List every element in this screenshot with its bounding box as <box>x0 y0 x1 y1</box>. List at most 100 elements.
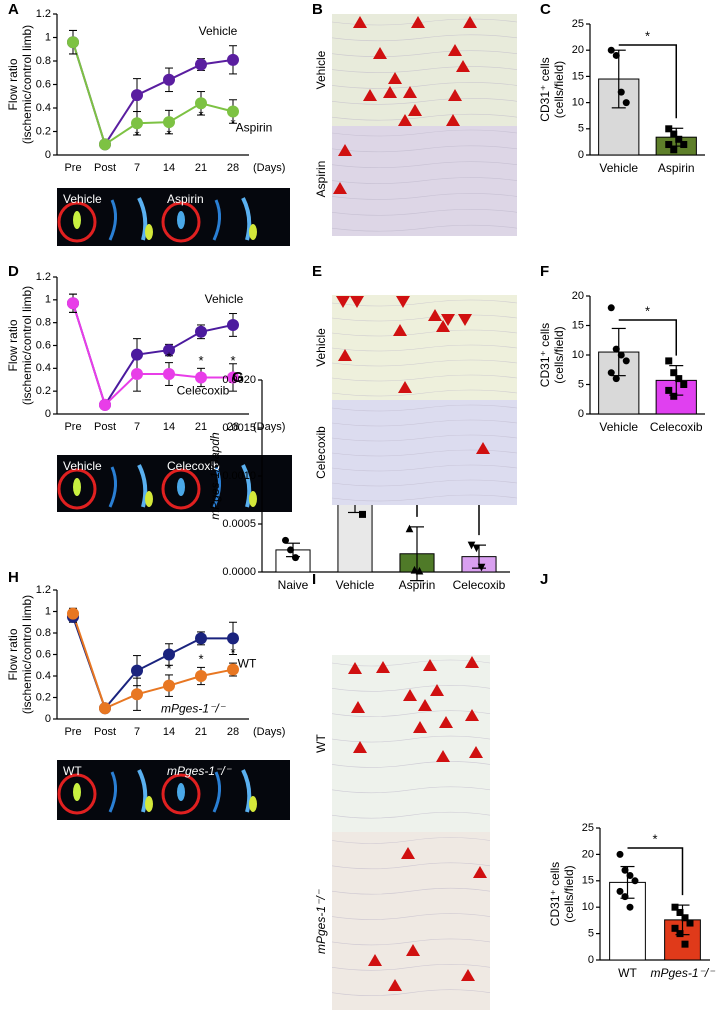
tissue-texture <box>331 735 491 743</box>
data-point <box>163 344 175 357</box>
data-point <box>607 46 615 54</box>
data-point <box>670 392 678 400</box>
doppler-vessel <box>241 769 252 813</box>
panel-letter: B <box>312 1 323 18</box>
data-point <box>410 565 419 574</box>
tissue-texture <box>331 887 491 895</box>
doppler-circle <box>57 201 97 243</box>
doppler-signal <box>249 796 257 812</box>
doppler-signal <box>73 783 81 801</box>
significance-star: * <box>645 28 650 43</box>
data-point <box>163 73 175 86</box>
data-point <box>227 632 239 645</box>
y-tick-label: 0 <box>578 408 584 420</box>
y-axis-label: (cells/field) <box>562 865 576 922</box>
x-tick-label: 14 <box>163 726 175 738</box>
x-tick-label: 7 <box>134 421 140 433</box>
doppler-circle <box>161 201 201 243</box>
arrowhead-marker <box>430 684 444 696</box>
x-axis-label: (Days) <box>253 162 285 174</box>
data-point <box>680 141 688 149</box>
arrowhead-marker <box>413 721 427 733</box>
arrowhead-marker <box>348 662 362 674</box>
arrowhead-marker <box>338 144 352 156</box>
tissue-texture <box>331 449 518 457</box>
doppler-signal <box>177 783 185 801</box>
arrowhead-marker <box>376 661 390 673</box>
x-tick-label: 7 <box>134 726 140 738</box>
arrowhead-marker <box>456 60 470 72</box>
x-tick-label: 14 <box>163 162 175 174</box>
tissue-texture <box>331 82 518 89</box>
arrowhead-marker <box>353 741 367 753</box>
tissue-texture <box>331 938 491 946</box>
y-tick-label: 10 <box>572 349 584 361</box>
arrowhead-marker <box>403 689 417 701</box>
y-tick-label: 10 <box>572 97 584 109</box>
tissue-texture <box>331 34 518 42</box>
arrowhead-marker <box>408 104 422 116</box>
y-tick-label: 0.6 <box>36 648 51 660</box>
data-point <box>287 546 294 554</box>
tissue-texture <box>331 359 518 367</box>
arrowhead-marker <box>463 16 477 28</box>
tissue-texture <box>331 145 518 153</box>
significance-star: * <box>166 127 171 142</box>
y-tick-label: 0.0020 <box>222 374 256 386</box>
data-point <box>477 563 486 572</box>
panel-letter: J <box>540 571 548 588</box>
data-point <box>622 357 630 365</box>
arrowhead-marker <box>458 314 472 326</box>
significance-bracket <box>618 319 677 356</box>
data-point <box>675 375 683 383</box>
doppler-circle <box>161 773 201 815</box>
doppler-vessel <box>137 464 148 508</box>
arrowhead-marker <box>465 709 479 721</box>
doppler-label: Aspirin <box>167 192 204 206</box>
significance-star: * <box>645 303 650 318</box>
significance-star: * <box>230 645 235 660</box>
data-point <box>616 887 624 895</box>
data-point <box>282 536 289 544</box>
image-label: Vehicle <box>314 50 328 89</box>
data-point <box>131 117 143 130</box>
doppler-signal <box>145 224 153 240</box>
doppler-label: WT <box>63 764 82 778</box>
arrowhead-marker <box>393 324 407 336</box>
y-tick-label: 1 <box>45 31 51 43</box>
y-tick-label: 0.2 <box>36 125 51 137</box>
y-tick-label: 0.8 <box>36 317 51 329</box>
arrowhead-marker <box>448 44 462 56</box>
x-tick-label: 28 <box>227 726 239 738</box>
y-tick-label: 0.8 <box>36 55 51 67</box>
arrowhead-marker <box>428 309 442 321</box>
y-tick-label: 1.2 <box>36 271 51 283</box>
data-point <box>195 97 207 110</box>
arrowhead-marker <box>373 47 387 59</box>
tissue-texture <box>331 113 518 121</box>
y-tick-label: 0 <box>588 954 594 966</box>
tissue-texture <box>331 97 518 105</box>
data-point <box>467 541 476 550</box>
y-tick-label: 0.0000 <box>222 566 256 578</box>
data-point <box>195 670 207 682</box>
arrowhead-marker <box>403 86 417 98</box>
x-tick-label: WT <box>618 966 637 980</box>
y-tick-label: 15 <box>572 319 584 331</box>
image-label: Celecoxib <box>314 426 328 479</box>
tissue-texture <box>331 837 491 844</box>
series-label: Celecoxib <box>177 384 230 398</box>
y-tick-label: 0.6 <box>36 78 51 90</box>
tissue-texture <box>331 494 518 502</box>
histology-image <box>332 126 517 236</box>
tissue-texture <box>331 193 518 200</box>
y-tick-label: 1.2 <box>36 584 51 596</box>
doppler-vessel <box>108 771 117 813</box>
doppler-circle <box>57 468 97 510</box>
tissue-texture <box>331 989 491 996</box>
data-point <box>195 58 207 71</box>
data-point <box>131 688 143 701</box>
y-axis-label: (ischemic/control limb) <box>20 595 34 714</box>
y-axis-label: (cells/field) <box>552 326 566 383</box>
data-point <box>99 138 111 151</box>
